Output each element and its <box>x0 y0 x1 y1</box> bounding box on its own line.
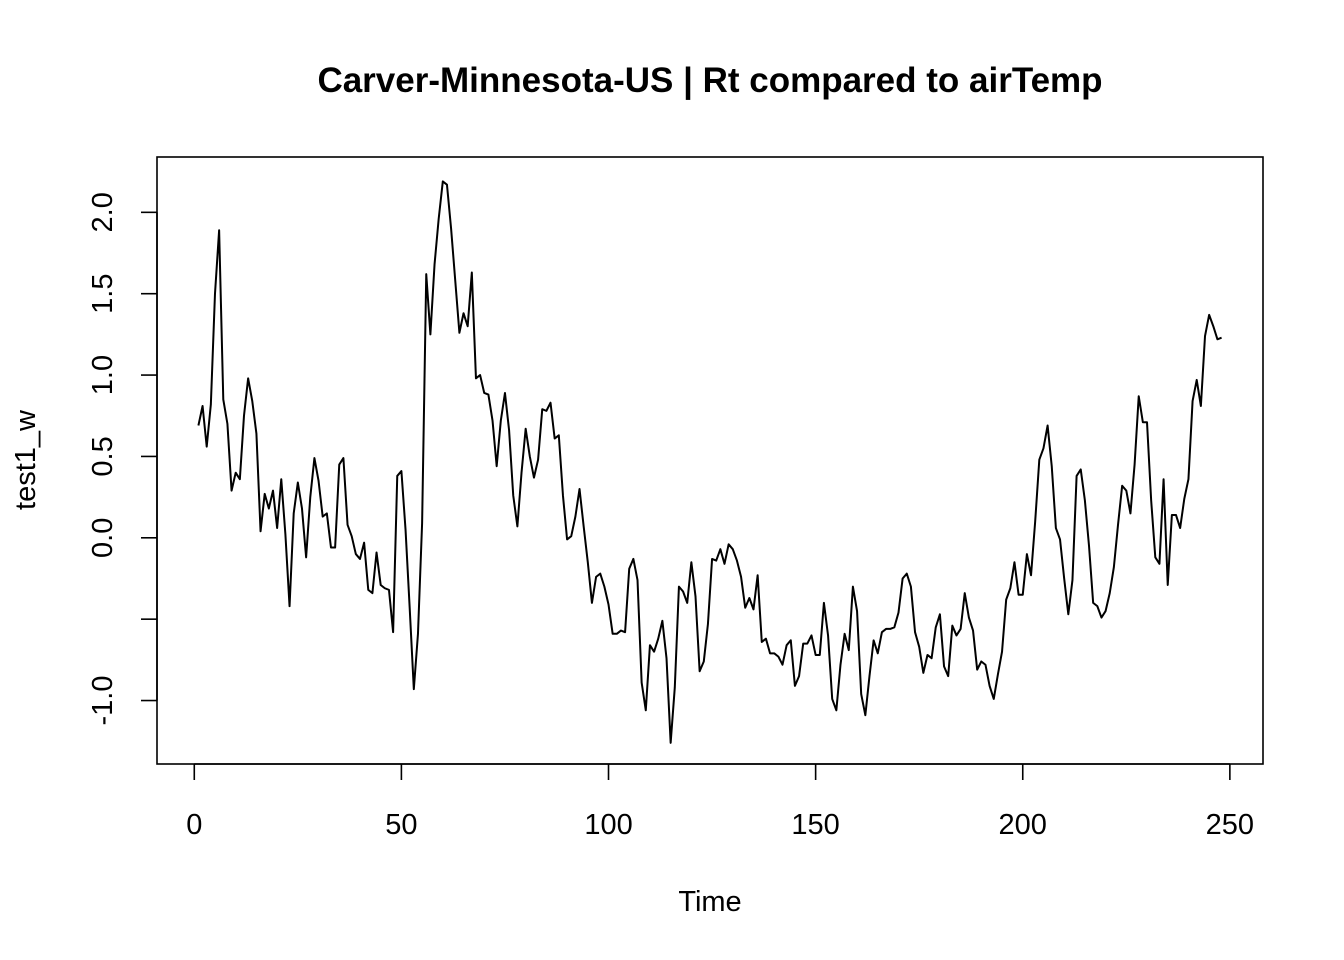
y-axis: -1.0 0.0 0.5 1.0 1.5 2.0 <box>87 192 158 726</box>
x-axis: 0 50 100 150 200 250 <box>186 763 1254 841</box>
x-axis-label: Time <box>678 886 741 918</box>
x-tick-label: 0 <box>186 809 202 841</box>
y-axis-label: test1_w <box>10 409 42 510</box>
y-tick-label: -1.0 <box>87 676 119 726</box>
x-tick-label: 50 <box>385 809 417 841</box>
series-line <box>197 180 1222 744</box>
x-tick-label: 150 <box>791 809 839 841</box>
y-tick-label: 2.0 <box>87 192 119 232</box>
chart-title: Carver-Minnesota-US | Rt compared to air… <box>317 61 1102 100</box>
y-tick-label: 1.0 <box>87 355 119 395</box>
x-tick-label: 100 <box>584 809 632 841</box>
y-tick-label: 0.5 <box>87 436 119 476</box>
x-tick-label: 200 <box>999 809 1047 841</box>
y-tick-label: 0.0 <box>87 518 119 558</box>
plot-frame <box>156 156 1264 765</box>
y-tick-label: 1.5 <box>87 274 119 314</box>
x-tick-label: 250 <box>1206 809 1254 841</box>
